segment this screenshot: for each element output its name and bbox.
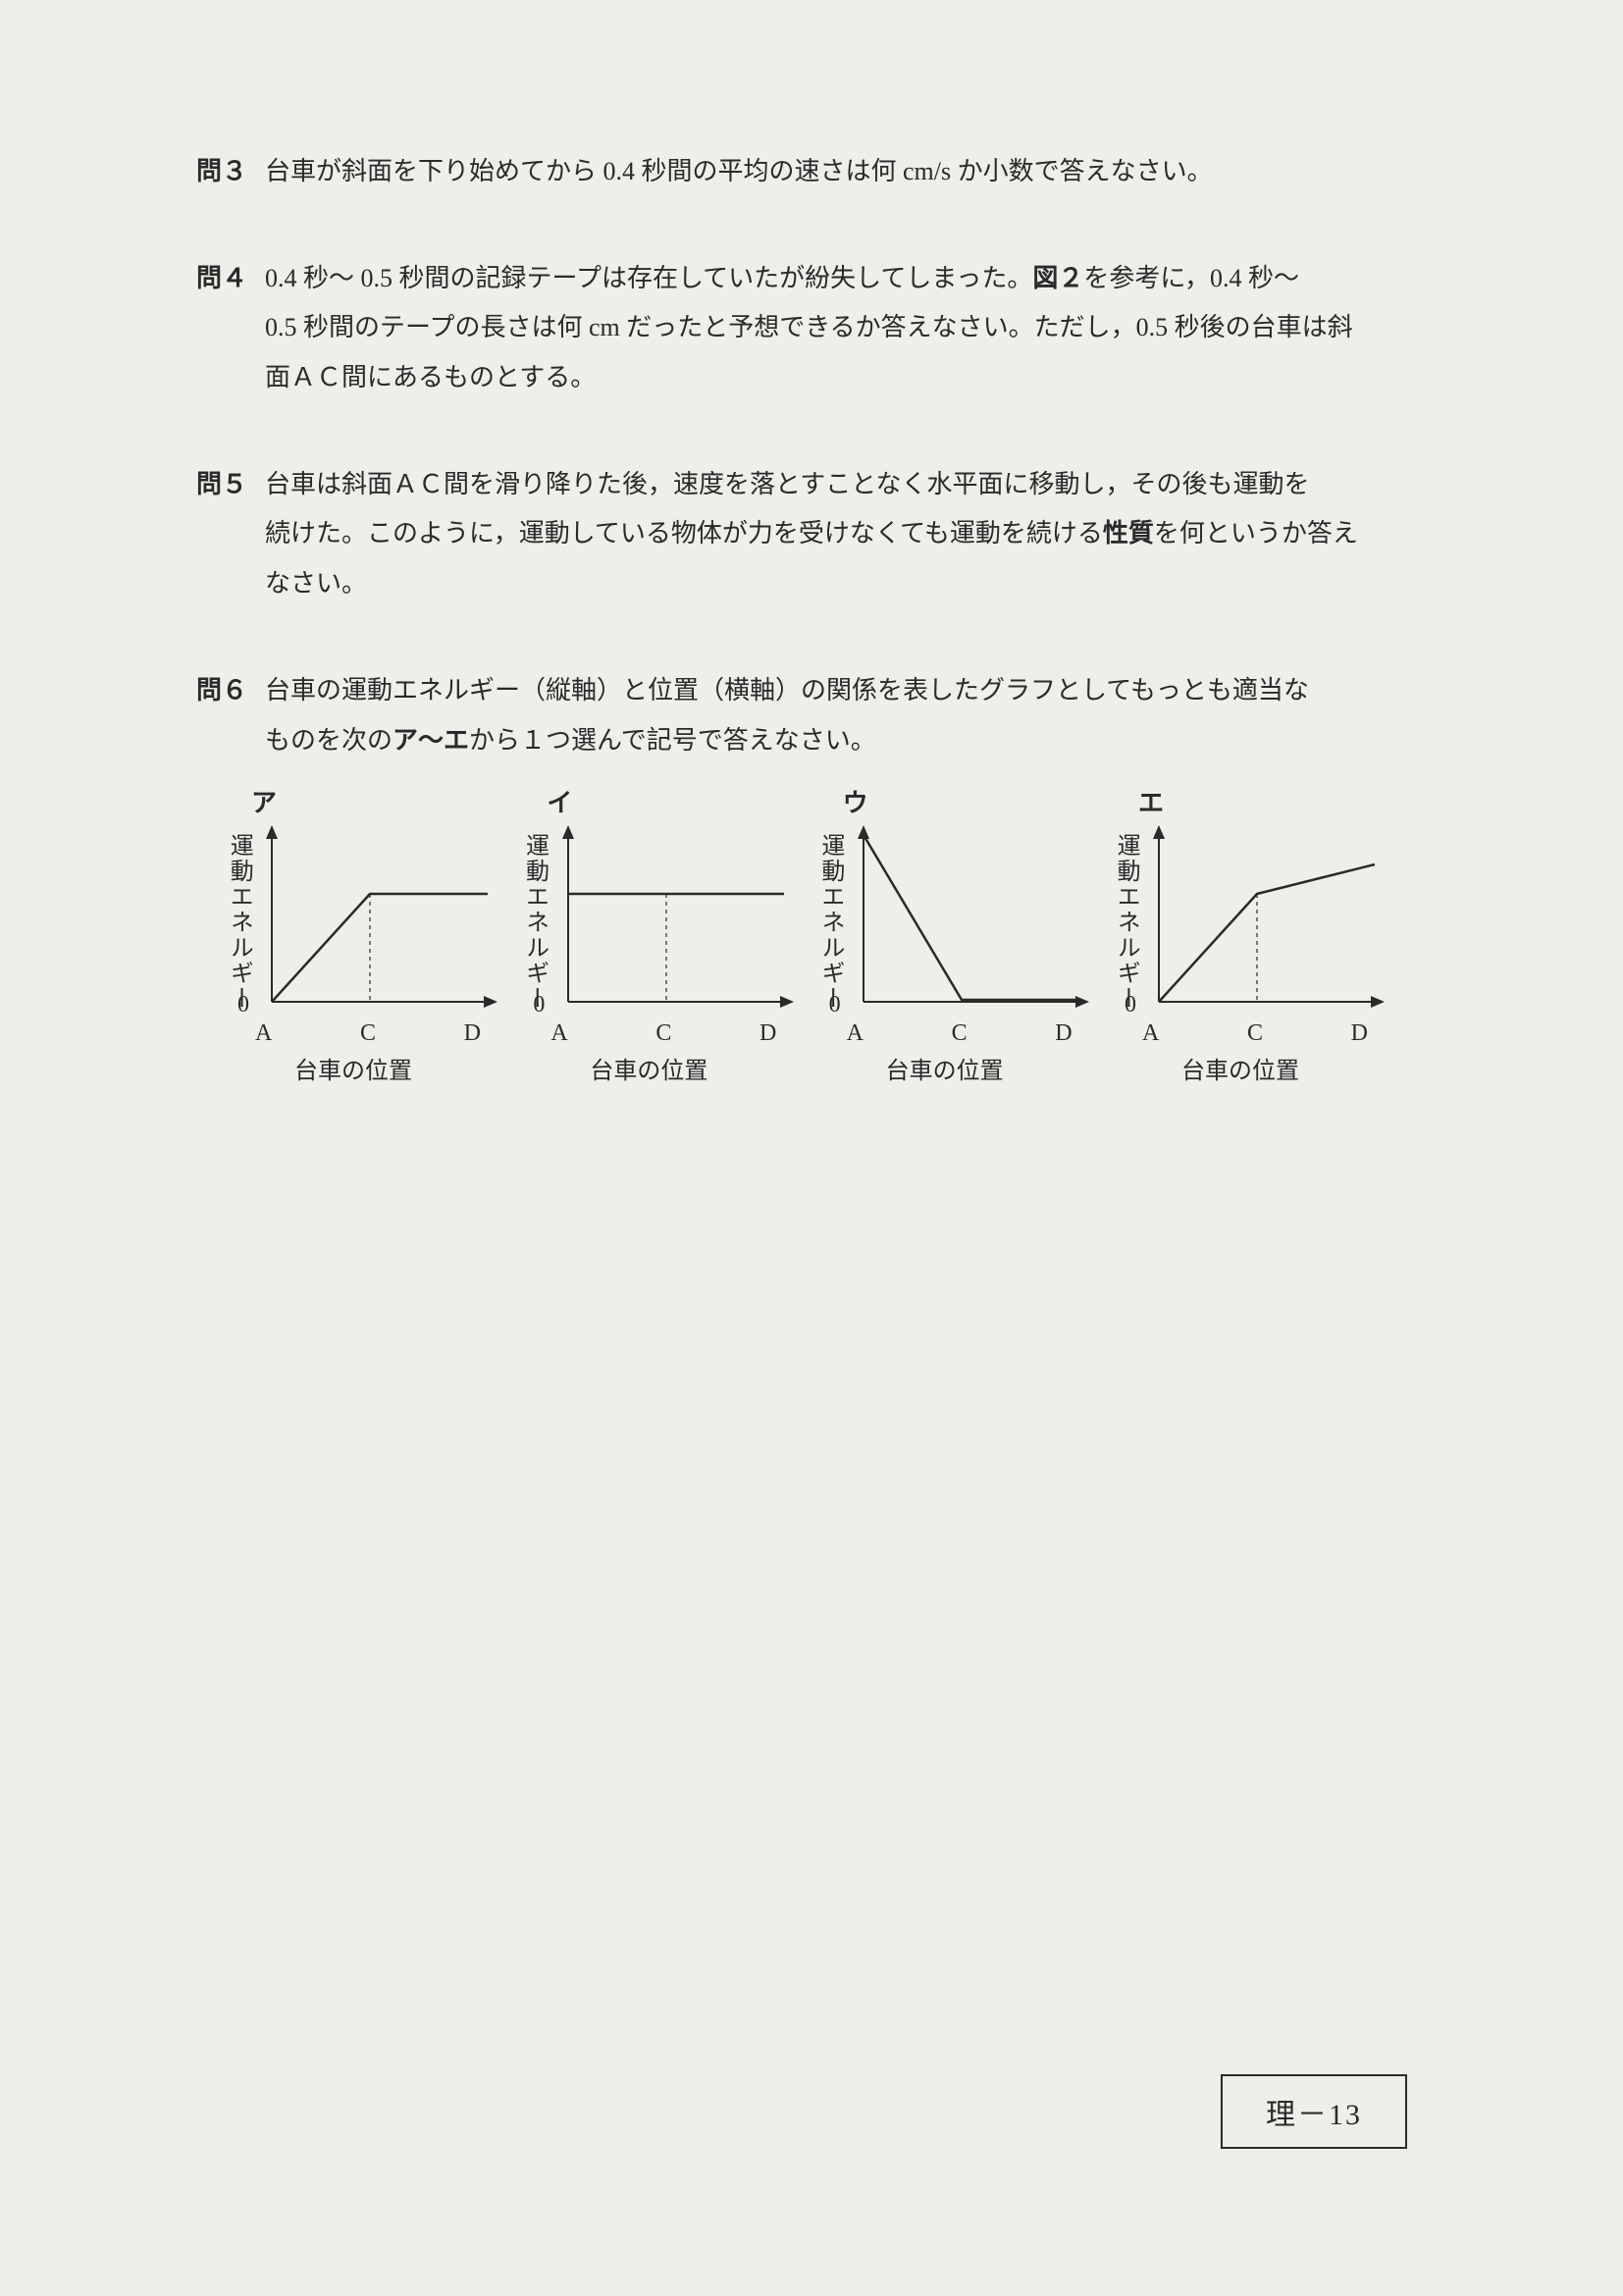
q3-text: 台車が斜面を下り始めてから 0.4 秒間の平均の速さは何 cm/s か小数で答え… — [265, 157, 1213, 185]
q6-line1: 台車の運動エネルギー（縦軸）と位置（横軸）の関係を表したグラフとしてもっとも適当… — [265, 676, 1309, 704]
chart-i-ylabel: 運動エネルギー — [521, 833, 546, 1012]
q6-line2a: ものを次の — [265, 726, 393, 755]
chart-i-xlabel: 台車の位置 — [590, 1051, 707, 1085]
exam-page: 問３台車が斜面を下り始めてから 0.4 秒間の平均の速さは何 cm/s か小数で… — [0, 0, 1623, 2296]
page-number: 理－13 — [1221, 2074, 1407, 2149]
question-3: 問３台車が斜面を下り始めてから 0.4 秒間の平均の速さは何 cm/s か小数で… — [196, 147, 1427, 197]
chart-u-xlabel: 台車の位置 — [886, 1051, 1004, 1085]
q5-line2b: を何というか答え — [1154, 519, 1358, 548]
chart-e-tick-C: C — [1247, 1020, 1263, 1047]
chart-i-svg — [549, 825, 794, 1021]
charts-row: ア 運動エネルギー 0 A C D 台車の位置 イ 運動エネルギー 0 A C — [196, 783, 1427, 1085]
chart-a-xlabel: 台車の位置 — [294, 1051, 412, 1085]
q3-label: 問３ — [196, 147, 265, 197]
chart-a-tick-D: D — [464, 1020, 481, 1047]
chart-e-xticks: A C D — [1142, 1020, 1368, 1047]
chart-a: ア 運動エネルギー 0 A C D 台車の位置 — [226, 783, 510, 1085]
chart-a-zero: 0 — [237, 992, 249, 1018]
chart-a-ylabel: 運動エネルギー — [226, 833, 250, 1012]
q4-figref: 図２ — [1032, 264, 1083, 292]
chart-u-zero: 0 — [829, 992, 841, 1018]
chart-e-svg — [1139, 825, 1385, 1021]
chart-i-xticks: A C D — [550, 1020, 776, 1047]
chart-a-tick-A: A — [255, 1020, 272, 1047]
chart-a-tick-C: C — [360, 1020, 376, 1047]
chart-i-tick-D: D — [759, 1020, 776, 1047]
chart-u-svg — [844, 825, 1089, 1021]
q4-line2: 0.5 秒間のテープの長さは何 cm だったと予想できるか答えなさい。ただし，0… — [196, 303, 1427, 353]
q6-label: 問６ — [196, 666, 265, 716]
chart-i-tick-C: C — [655, 1020, 671, 1047]
question-6: 問６台車の運動エネルギー（縦軸）と位置（横軸）の関係を表したグラフとしてもっとも… — [196, 666, 1427, 765]
chart-i-zero: 0 — [533, 992, 545, 1018]
chart-u-tick-A: A — [847, 1020, 864, 1047]
question-5: 問５台車は斜面ＡＣ間を滑り降りた後，速度を落とすことなく水平面に移動し，その後も… — [196, 460, 1427, 609]
chart-e-tag: エ — [1138, 783, 1164, 819]
chart-a-tag: ア — [251, 783, 277, 819]
q6-bold: ア〜エ — [393, 726, 469, 755]
q6-line2b: から１つ選んで記号で答えなさい。 — [469, 726, 876, 755]
q5-line2a: 続けた。このように，運動している物体が力を受けなくても運動を続ける — [265, 519, 1103, 548]
q5-bold: 性質 — [1103, 519, 1154, 548]
chart-e-zero: 0 — [1125, 992, 1136, 1018]
q5-line1: 台車は斜面ＡＣ間を滑り降りた後，速度を落とすことなく水平面に移動し，その後も運動… — [265, 470, 1309, 498]
chart-u-tick-D: D — [1055, 1020, 1072, 1047]
q5-line3: なさい。 — [196, 559, 1427, 609]
chart-u-xticks: A C D — [847, 1020, 1073, 1047]
chart-e-tick-A: A — [1142, 1020, 1159, 1047]
chart-a-svg — [252, 825, 497, 1021]
q4-label: 問４ — [196, 254, 265, 304]
chart-a-xticks: A C D — [255, 1020, 481, 1047]
chart-e-ylabel: 運動エネルギー — [1113, 833, 1137, 1012]
question-4: 問４0.4 秒〜 0.5 秒間の記録テープは存在していたが紛失してしまった。図２… — [196, 254, 1427, 403]
q5-label: 問５ — [196, 460, 265, 510]
chart-u-ylabel: 運動エネルギー — [817, 833, 842, 1012]
chart-u-tick-C: C — [952, 1020, 968, 1047]
chart-e: エ 運動エネルギー 0 A C D 台車の位置 — [1113, 783, 1397, 1085]
chart-u: ウ 運動エネルギー 0 A C D 台車の位置 — [817, 783, 1102, 1085]
q4-line3: 面ＡＣ間にあるものとする。 — [196, 353, 1427, 403]
chart-i: イ 運動エネルギー 0 A C D 台車の位置 — [521, 783, 806, 1085]
q4-line1: 0.4 秒〜 0.5 秒間の記録テープは存在していたが紛失してしまった。 — [265, 264, 1032, 292]
chart-i-tick-A: A — [550, 1020, 567, 1047]
q4-line1b: を参考に，0.4 秒〜 — [1083, 264, 1299, 292]
chart-i-tag: イ — [547, 783, 572, 819]
chart-e-tick-D: D — [1351, 1020, 1368, 1047]
chart-e-xlabel: 台車の位置 — [1181, 1051, 1299, 1085]
chart-u-tag: ウ — [843, 783, 868, 819]
